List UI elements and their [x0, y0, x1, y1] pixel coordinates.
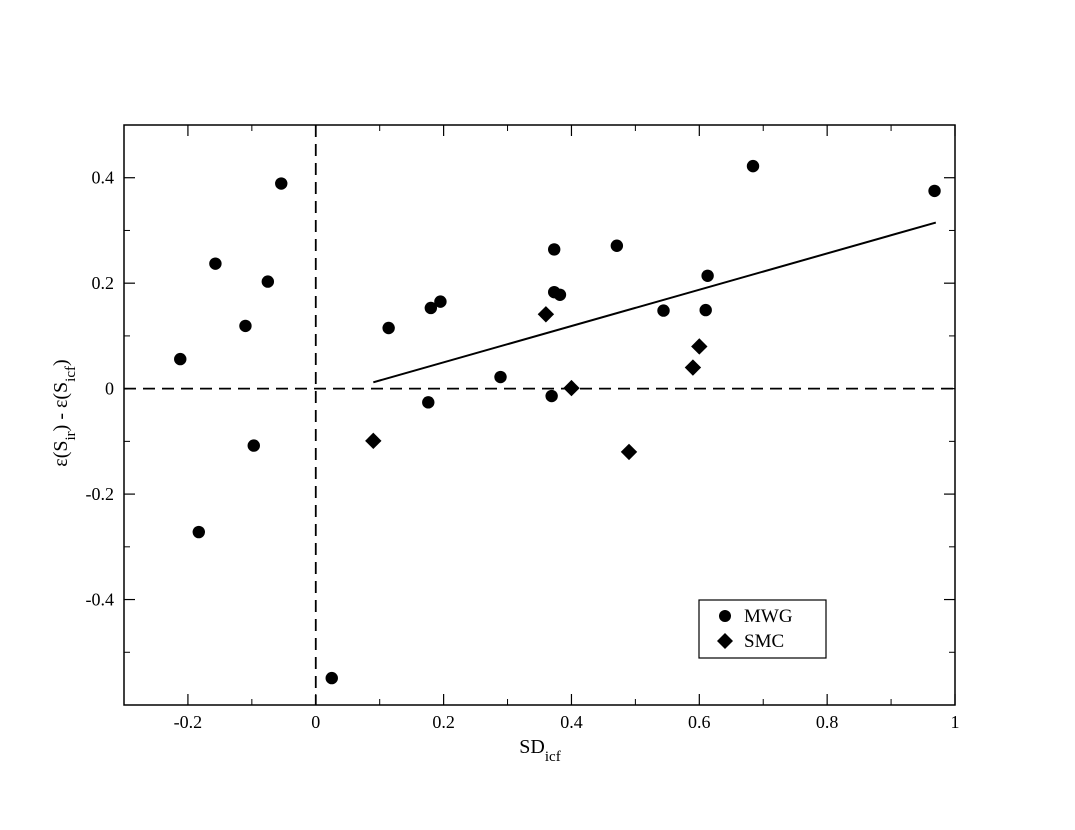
mwg-point — [424, 301, 438, 315]
mwg-point — [701, 269, 714, 282]
y-tick-label: 0.2 — [92, 273, 115, 293]
x-tick-label: 0.4 — [560, 712, 583, 732]
y-axis-title: ε(Sir) - ε(Sicf) — [50, 359, 79, 466]
mwg-point — [382, 321, 395, 335]
mwg-point — [275, 177, 288, 190]
smc-point — [537, 306, 555, 323]
mwg-point — [261, 275, 275, 288]
smc-point — [684, 359, 702, 376]
smc-point — [620, 443, 638, 461]
y-tick-label: -0.2 — [86, 484, 115, 504]
mwg-point — [209, 257, 222, 270]
mwg-point — [553, 288, 567, 301]
legend: MWG SMC — [698, 599, 827, 659]
reference-lines — [124, 125, 955, 705]
x-tick-label: 0 — [311, 712, 320, 732]
legend-mwg-label: MWG — [744, 606, 793, 627]
y-tick-label: 0.4 — [92, 168, 115, 188]
x-tick-label: 0.6 — [688, 712, 711, 732]
y-tick-label: 0 — [105, 379, 114, 399]
x-tick-label: 0.8 — [816, 712, 839, 732]
plot-frame — [123, 124, 956, 706]
fit-line — [373, 221, 937, 384]
mwg-point — [325, 671, 338, 685]
mwg-point — [422, 396, 435, 409]
mwg-point — [545, 389, 558, 403]
y-tick-label: -0.4 — [86, 590, 115, 610]
mwg-point — [494, 370, 507, 384]
mwg-point — [174, 352, 187, 366]
axis-ticks: -0.2 0 0.2 0.4 0.6 0.8 1 0.4 0.2 0 -0.2 -0.4 — [86, 125, 960, 732]
legend-smc-marker — [717, 633, 733, 649]
x-tick-label: -0.2 — [174, 712, 203, 732]
mwg-point — [434, 295, 447, 308]
smc-point — [691, 338, 708, 355]
mwg-point — [548, 243, 561, 256]
smc-point — [563, 379, 580, 397]
legend-box — [698, 599, 827, 659]
mwg-point — [928, 184, 941, 198]
mwg-point — [192, 525, 205, 539]
fit-line-group — [373, 221, 937, 384]
mwg-point — [610, 239, 624, 252]
mwg-point — [746, 159, 760, 173]
x-tick-label: 1 — [951, 712, 960, 732]
mwg-point — [657, 304, 670, 317]
legend-smc-label: SMC — [744, 631, 784, 652]
mwg-point — [699, 303, 712, 317]
mwg-point — [239, 319, 252, 333]
smc-point — [365, 432, 382, 450]
mwg-point — [247, 439, 260, 452]
x-tick-label: 0.2 — [432, 712, 455, 732]
data-points — [174, 159, 941, 685]
legend-mwg-marker — [719, 610, 731, 622]
x-axis-title: SDicf — [519, 736, 560, 765]
